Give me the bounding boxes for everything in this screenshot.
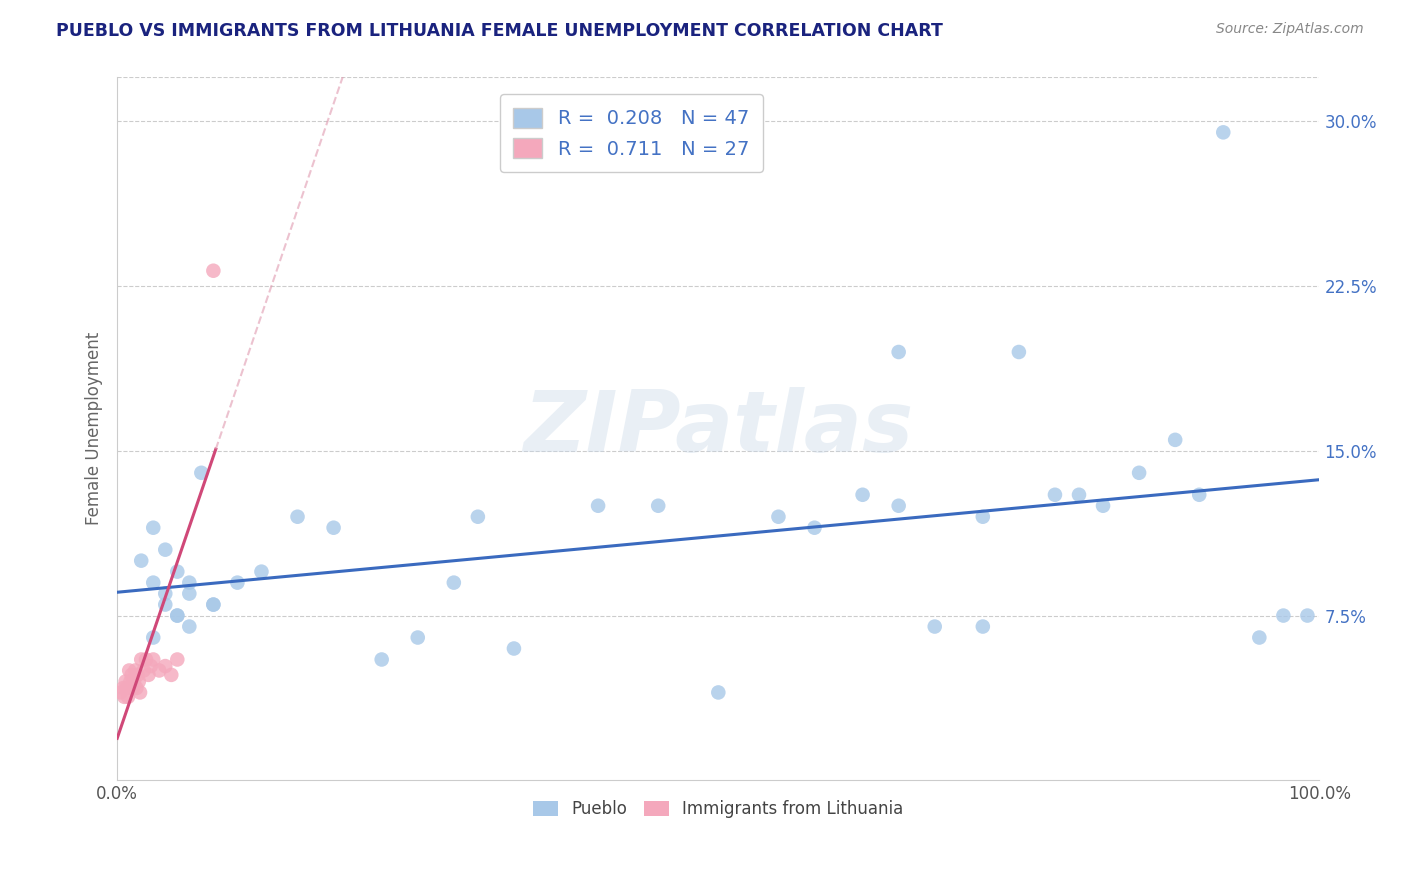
Point [160,668,183,682]
Text: ZIPatlas: ZIPatlas [523,387,914,470]
Point [190,466,212,480]
Point [202,264,225,278]
Point [322,521,344,535]
Legend: Pueblo, Immigrants from Lithuania: Pueblo, Immigrants from Lithuania [526,793,910,825]
Point [118,664,141,678]
Point [887,499,910,513]
Point [586,499,609,513]
Point [138,668,160,682]
Point [125,681,148,695]
Point [155,659,177,673]
Point [148,664,170,678]
Point [117,690,139,704]
Point [1249,631,1271,645]
Point [112,681,135,695]
Point [202,598,225,612]
Point [179,619,201,633]
Y-axis label: Female Unemployment: Female Unemployment [86,332,103,525]
Point [467,509,489,524]
Point [155,598,177,612]
Point [1067,488,1090,502]
Point [1188,488,1211,502]
Point [129,554,152,568]
Point [852,488,875,502]
Point [1008,345,1031,359]
Point [406,631,429,645]
Point [179,575,201,590]
Point [226,575,249,590]
Point [202,598,225,612]
Point [129,652,152,666]
Text: PUEBLO VS IMMIGRANTS FROM LITHUANIA FEMALE UNEMPLOYMENT CORRELATION CHART: PUEBLO VS IMMIGRANTS FROM LITHUANIA FEMA… [56,22,943,40]
Point [972,619,994,633]
Point [121,668,143,682]
Point [127,668,149,682]
Point [114,674,136,689]
Text: Source: ZipAtlas.com: Source: ZipAtlas.com [1216,22,1364,37]
Point [803,521,825,535]
Point [142,575,165,590]
Point [1164,433,1187,447]
Point [142,521,165,535]
Point [128,674,150,689]
Point [707,685,730,699]
Point [768,509,790,524]
Point [1043,488,1066,502]
Point [972,509,994,524]
Point [370,652,392,666]
Point [1296,608,1319,623]
Point [122,674,145,689]
Point [120,674,142,689]
Point [250,565,273,579]
Point [179,586,201,600]
Point [121,681,143,695]
Point [166,608,188,623]
Point [115,681,138,695]
Point [129,685,152,699]
Point [1272,608,1295,623]
Point [155,542,177,557]
Point [166,565,188,579]
Point [139,659,162,673]
Point [1212,125,1234,139]
Point [112,690,135,704]
Point [124,664,146,678]
Point [142,652,165,666]
Point [287,509,309,524]
Point [1092,499,1115,513]
Point [503,641,526,656]
Point [135,652,157,666]
Point [142,631,165,645]
Point [132,664,155,678]
Point [166,608,188,623]
Point [647,499,669,513]
Point [1128,466,1150,480]
Point [166,652,188,666]
Point [110,685,132,699]
Point [443,575,465,590]
Point [155,586,177,600]
Point [887,345,910,359]
Point [924,619,946,633]
